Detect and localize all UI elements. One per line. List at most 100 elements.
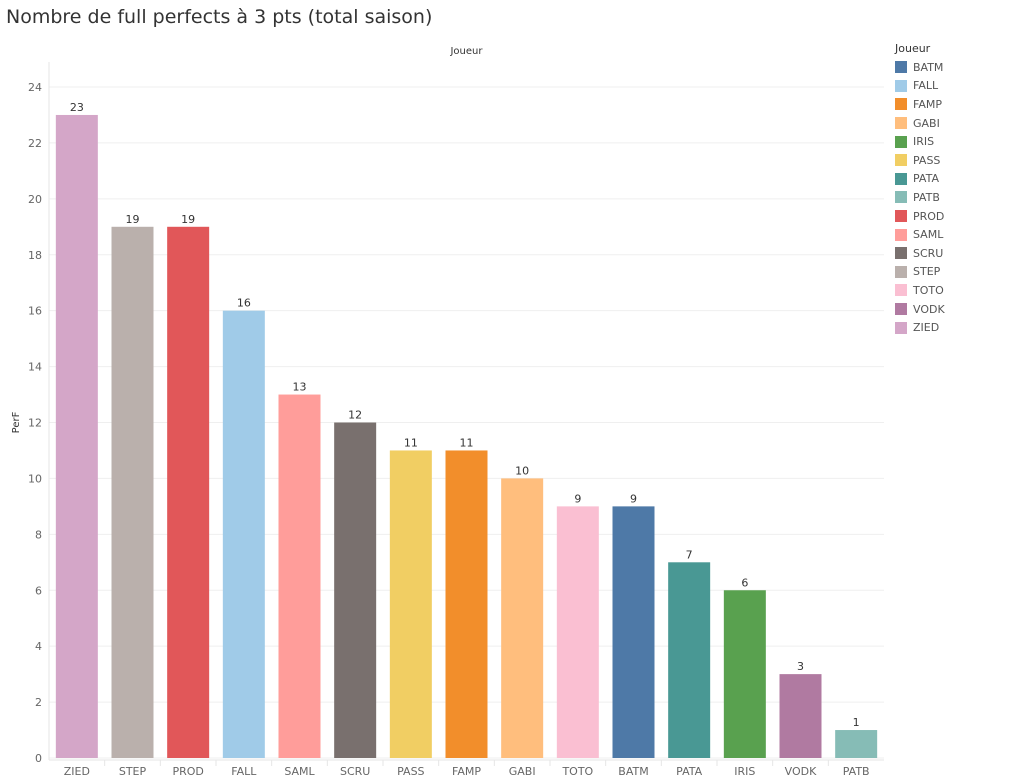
legend-label: STEP xyxy=(913,265,941,279)
x-tick-label: GABI xyxy=(509,765,536,778)
y-tick-label: 18 xyxy=(28,249,42,262)
legend-item-zied[interactable]: ZIED xyxy=(895,318,945,337)
legend-item-prod[interactable]: PROD xyxy=(895,207,945,226)
legend-swatch xyxy=(895,61,907,74)
data-label: 7 xyxy=(686,548,693,561)
data-label: 16 xyxy=(237,297,251,310)
bar-pata xyxy=(668,562,711,758)
bar-step xyxy=(111,226,154,758)
y-tick-label: 22 xyxy=(28,137,42,150)
legend-item-famp[interactable]: FAMP xyxy=(895,95,945,114)
bar-batm xyxy=(612,506,655,758)
legend-swatch xyxy=(895,191,907,204)
legend-item-batm[interactable]: BATM xyxy=(895,58,945,77)
legend-label: IRIS xyxy=(913,135,935,149)
legend-label: FAMP xyxy=(913,97,942,111)
legend-swatch xyxy=(895,135,907,148)
legend-item-gabi[interactable]: GABI xyxy=(895,114,945,133)
data-label: 23 xyxy=(70,101,84,114)
x-tick-label: PATB xyxy=(843,765,870,778)
bar-zied xyxy=(55,114,98,759)
legend-item-saml[interactable]: SAML xyxy=(895,225,945,244)
legend-item-scru[interactable]: SCRU xyxy=(895,244,945,263)
legend-swatch xyxy=(895,172,907,185)
y-tick-label: 12 xyxy=(28,417,42,430)
legend-label: FALL xyxy=(913,79,939,93)
legend-swatch xyxy=(895,117,907,130)
y-tick-label: 16 xyxy=(28,305,42,318)
legend-item-fall[interactable]: FALL xyxy=(895,77,945,96)
legend-swatch xyxy=(895,79,907,92)
data-label: 12 xyxy=(348,409,362,422)
legend-item-toto[interactable]: TOTO xyxy=(895,281,945,300)
x-tick-label: IRIS xyxy=(734,765,755,778)
x-tick-label: PATA xyxy=(676,765,702,778)
bar-fall xyxy=(222,310,265,758)
x-tick-label: SCRU xyxy=(340,765,370,778)
legend-label: TOTO xyxy=(913,283,944,297)
y-tick-label: 6 xyxy=(35,584,42,597)
bar-scru xyxy=(334,422,377,758)
x-tick-label: TOTO xyxy=(561,765,593,778)
legend-swatch xyxy=(895,303,907,316)
bar-prod xyxy=(167,226,210,758)
legend-label: PATB xyxy=(913,190,940,204)
x-tick-label: BATM xyxy=(618,765,648,778)
legend-swatch xyxy=(895,228,907,241)
legend-label: BATM xyxy=(913,60,944,74)
legend-swatch xyxy=(895,154,907,167)
legend-item-pata[interactable]: PATA xyxy=(895,170,945,189)
legend-title: Joueur xyxy=(895,42,931,55)
y-tick-label: 24 xyxy=(28,81,42,94)
bar-gabi xyxy=(501,478,544,758)
legend-item-iris[interactable]: IRIS xyxy=(895,132,945,151)
data-label: 1 xyxy=(853,716,860,729)
x-tick-label: FALL xyxy=(231,765,257,778)
data-label: 6 xyxy=(741,576,748,589)
y-tick-label: 4 xyxy=(35,640,42,653)
y-tick-label: 0 xyxy=(35,752,42,765)
legend-label: PROD xyxy=(913,209,945,223)
legend-swatch xyxy=(895,265,907,278)
data-label: 19 xyxy=(126,213,140,226)
data-label: 9 xyxy=(630,492,637,505)
data-label: 11 xyxy=(460,436,474,449)
x-tick-label: VODK xyxy=(785,765,817,778)
legend-label: SCRU xyxy=(913,246,944,260)
legend-swatch xyxy=(895,210,907,223)
legend-label: VODK xyxy=(913,302,945,316)
bar-saml xyxy=(278,394,321,758)
data-label: 9 xyxy=(574,492,581,505)
legend-label: PASS xyxy=(913,153,941,167)
legend-label: PATA xyxy=(913,172,939,186)
x-tick-label: PROD xyxy=(172,765,203,778)
data-label: 19 xyxy=(181,213,195,226)
legend-item-pass[interactable]: PASS xyxy=(895,151,945,170)
legend-swatch xyxy=(895,98,907,111)
legend-item-step[interactable]: STEP xyxy=(895,263,945,282)
bar-patb xyxy=(835,730,878,758)
legend-swatch xyxy=(895,321,907,334)
y-tick-label: 10 xyxy=(28,472,42,485)
y-tick-label: 8 xyxy=(35,528,42,541)
x-tick-label: ZIED xyxy=(64,765,90,778)
y-tick-label: 20 xyxy=(28,193,42,206)
data-label: 10 xyxy=(515,464,529,477)
x-tick-label: PASS xyxy=(397,765,424,778)
legend-label: GABI xyxy=(913,116,940,130)
legend-item-patb[interactable]: PATB xyxy=(895,188,945,207)
y-tick-label: 14 xyxy=(28,361,42,374)
legend: Joueur BATM FALL FAMP GABI IRIS PASS PATA PATB P… xyxy=(895,42,945,337)
legend-item-vodk[interactable]: VODK xyxy=(895,300,945,319)
bar-famp xyxy=(445,450,488,758)
legend-label: SAML xyxy=(913,228,944,242)
column-header: Joueur xyxy=(449,46,483,57)
legend-label: ZIED xyxy=(913,321,940,335)
legend-swatch xyxy=(895,247,907,260)
y-axis-label: PerF xyxy=(11,411,22,433)
x-tick-label: FAMP xyxy=(452,765,481,778)
bar-chart: JoueurPerF02468101214161820222423ZIED19S… xyxy=(11,46,884,778)
bar-iris xyxy=(723,590,766,758)
x-tick-label: SAML xyxy=(284,765,315,778)
data-label: 3 xyxy=(797,660,804,673)
